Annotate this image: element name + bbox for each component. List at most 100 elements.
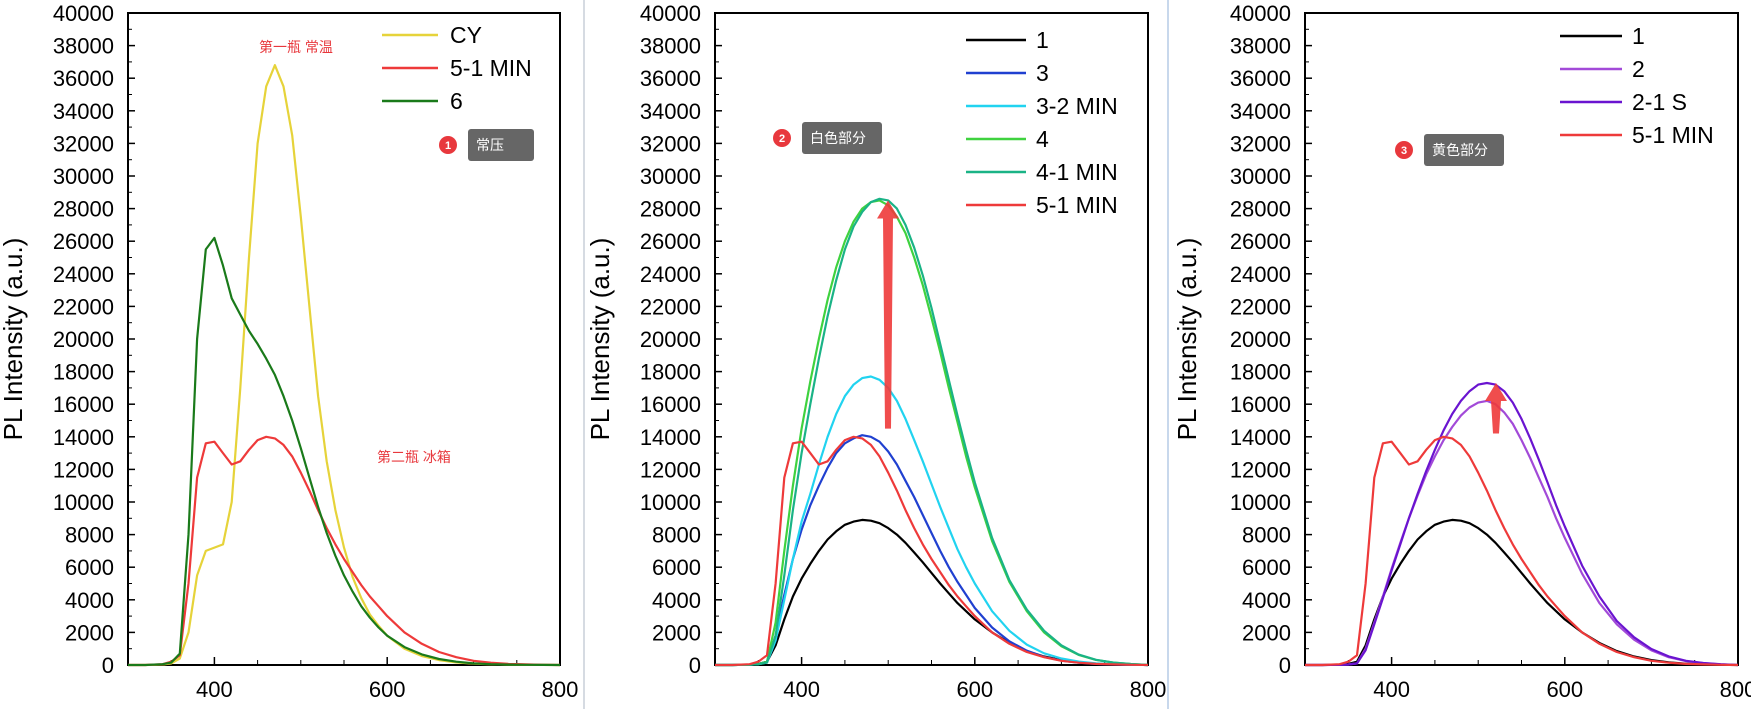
- y-tick-label: 4000: [1242, 588, 1291, 613]
- arrow-up-icon: [877, 200, 899, 429]
- y-tick-label: 38000: [640, 34, 701, 59]
- callout-label-box: [1424, 134, 1504, 166]
- y-tick-label: 22000: [1230, 294, 1291, 319]
- y-tick-label: 14000: [53, 425, 114, 450]
- callout-label-box: [802, 122, 882, 154]
- callout-label: 黄色部分: [1432, 142, 1488, 158]
- y-tick-label: 8000: [652, 523, 701, 548]
- legend-label: 4: [1036, 126, 1049, 152]
- y-tick-label: 8000: [1242, 523, 1291, 548]
- y-tick-label: 28000: [53, 197, 114, 222]
- y-tick-label: 2000: [652, 620, 701, 645]
- y-tick-label: 12000: [640, 457, 701, 482]
- arrow-up-icon: [1485, 383, 1507, 434]
- y-tick-label: 8000: [65, 523, 114, 548]
- y-tick-label: 40000: [640, 1, 701, 26]
- y-tick-label: 14000: [1230, 425, 1291, 450]
- legend-label: CY: [450, 22, 482, 48]
- y-tick-label: 38000: [1230, 34, 1291, 59]
- series-line-2: [128, 435, 561, 667]
- x-tick-label: 600: [369, 677, 406, 702]
- y-tick-label: 16000: [1230, 392, 1291, 417]
- y-tick-label: 28000: [640, 197, 701, 222]
- y-tick-label: 18000: [1230, 360, 1291, 385]
- y-tick-label: 18000: [53, 360, 114, 385]
- y-tick-label: 28000: [1230, 197, 1291, 222]
- callout-label: 白色部分: [810, 130, 866, 146]
- y-tick-label: 20000: [640, 327, 701, 352]
- y-tick-label: 14000: [640, 425, 701, 450]
- y-tick-label: 0: [1279, 653, 1291, 678]
- callout-badge: [439, 136, 457, 154]
- y-tick-label: 6000: [652, 555, 701, 580]
- legend-label: 5-1 MIN: [450, 55, 532, 81]
- y-axis-title: PL Intensity (a.u.): [0, 238, 28, 441]
- chart-panel-2: 0200040006000800010000120001400016000180…: [585, 1, 1166, 702]
- y-tick-label: 30000: [1230, 164, 1291, 189]
- legend-label: 1: [1036, 27, 1049, 53]
- legend-label: 2: [1632, 56, 1645, 82]
- y-tick-label: 18000: [640, 360, 701, 385]
- callout-badge-number: 1: [445, 140, 451, 152]
- callout-badge: [773, 129, 791, 147]
- y-tick-label: 30000: [53, 164, 114, 189]
- y-tick-label: 40000: [1230, 1, 1291, 26]
- x-tick-label: 800: [542, 677, 579, 702]
- series-line-5: [715, 197, 1149, 667]
- y-tick-label: 20000: [53, 327, 114, 352]
- legend-label: 6: [450, 88, 463, 114]
- x-tick-label: 400: [783, 677, 820, 702]
- y-tick-label: 0: [689, 653, 701, 678]
- chart-panel-3: 0200040006000800010000120001400016000180…: [1172, 1, 1751, 702]
- legend-label: 1: [1632, 23, 1645, 49]
- x-tick-label: 400: [196, 677, 233, 702]
- legend-label: 5-1 MIN: [1632, 122, 1714, 148]
- x-tick-label: 800: [1720, 677, 1751, 702]
- y-axis-title: PL Intensity (a.u.): [1172, 238, 1202, 441]
- y-tick-label: 34000: [53, 99, 114, 124]
- y-tick-label: 6000: [1242, 555, 1291, 580]
- x-tick-label: 800: [1130, 677, 1167, 702]
- y-tick-label: 10000: [640, 490, 701, 515]
- y-tick-label: 2000: [65, 620, 114, 645]
- y-tick-label: 24000: [640, 262, 701, 287]
- series-line-6: [715, 435, 1149, 667]
- series-line-3: [1305, 381, 1739, 667]
- y-tick-label: 40000: [53, 1, 114, 26]
- y-tick-label: 32000: [640, 131, 701, 156]
- y-tick-label: 12000: [1230, 457, 1291, 482]
- callout-badge-number: 2: [779, 133, 785, 145]
- series-line-4: [1305, 435, 1739, 667]
- x-tick-label: 600: [1546, 677, 1583, 702]
- legend-label: 3: [1036, 60, 1049, 86]
- legend-label: 5-1 MIN: [1036, 192, 1118, 218]
- legend-label: 2-1 S: [1632, 89, 1687, 115]
- y-tick-label: 20000: [1230, 327, 1291, 352]
- x-tick-label: 400: [1373, 677, 1410, 702]
- y-tick-label: 24000: [53, 262, 114, 287]
- chart-panel-1: 0200040006000800010000120001400016000180…: [0, 1, 578, 702]
- callout-badge-number: 3: [1401, 145, 1407, 157]
- y-tick-label: 22000: [53, 294, 114, 319]
- y-tick-label: 16000: [640, 392, 701, 417]
- y-tick-label: 32000: [1230, 131, 1291, 156]
- callout-badge: [1395, 141, 1413, 159]
- callout-label: 常压: [476, 137, 504, 153]
- y-tick-label: 32000: [53, 131, 114, 156]
- y-tick-label: 26000: [640, 229, 701, 254]
- y-tick-label: 38000: [53, 34, 114, 59]
- y-axis-title: PL Intensity (a.u.): [585, 238, 615, 441]
- y-tick-label: 12000: [53, 457, 114, 482]
- series-line-3: [715, 375, 1149, 667]
- series-line-3: [128, 236, 561, 667]
- legend-label: 3-2 MIN: [1036, 93, 1118, 119]
- callout-label-box: [468, 129, 534, 161]
- legend-label: 4-1 MIN: [1036, 159, 1118, 185]
- y-tick-label: 34000: [1230, 99, 1291, 124]
- y-tick-label: 10000: [1230, 490, 1291, 515]
- y-tick-label: 26000: [53, 229, 114, 254]
- y-tick-label: 34000: [640, 99, 701, 124]
- y-tick-label: 0: [102, 653, 114, 678]
- y-tick-label: 6000: [65, 555, 114, 580]
